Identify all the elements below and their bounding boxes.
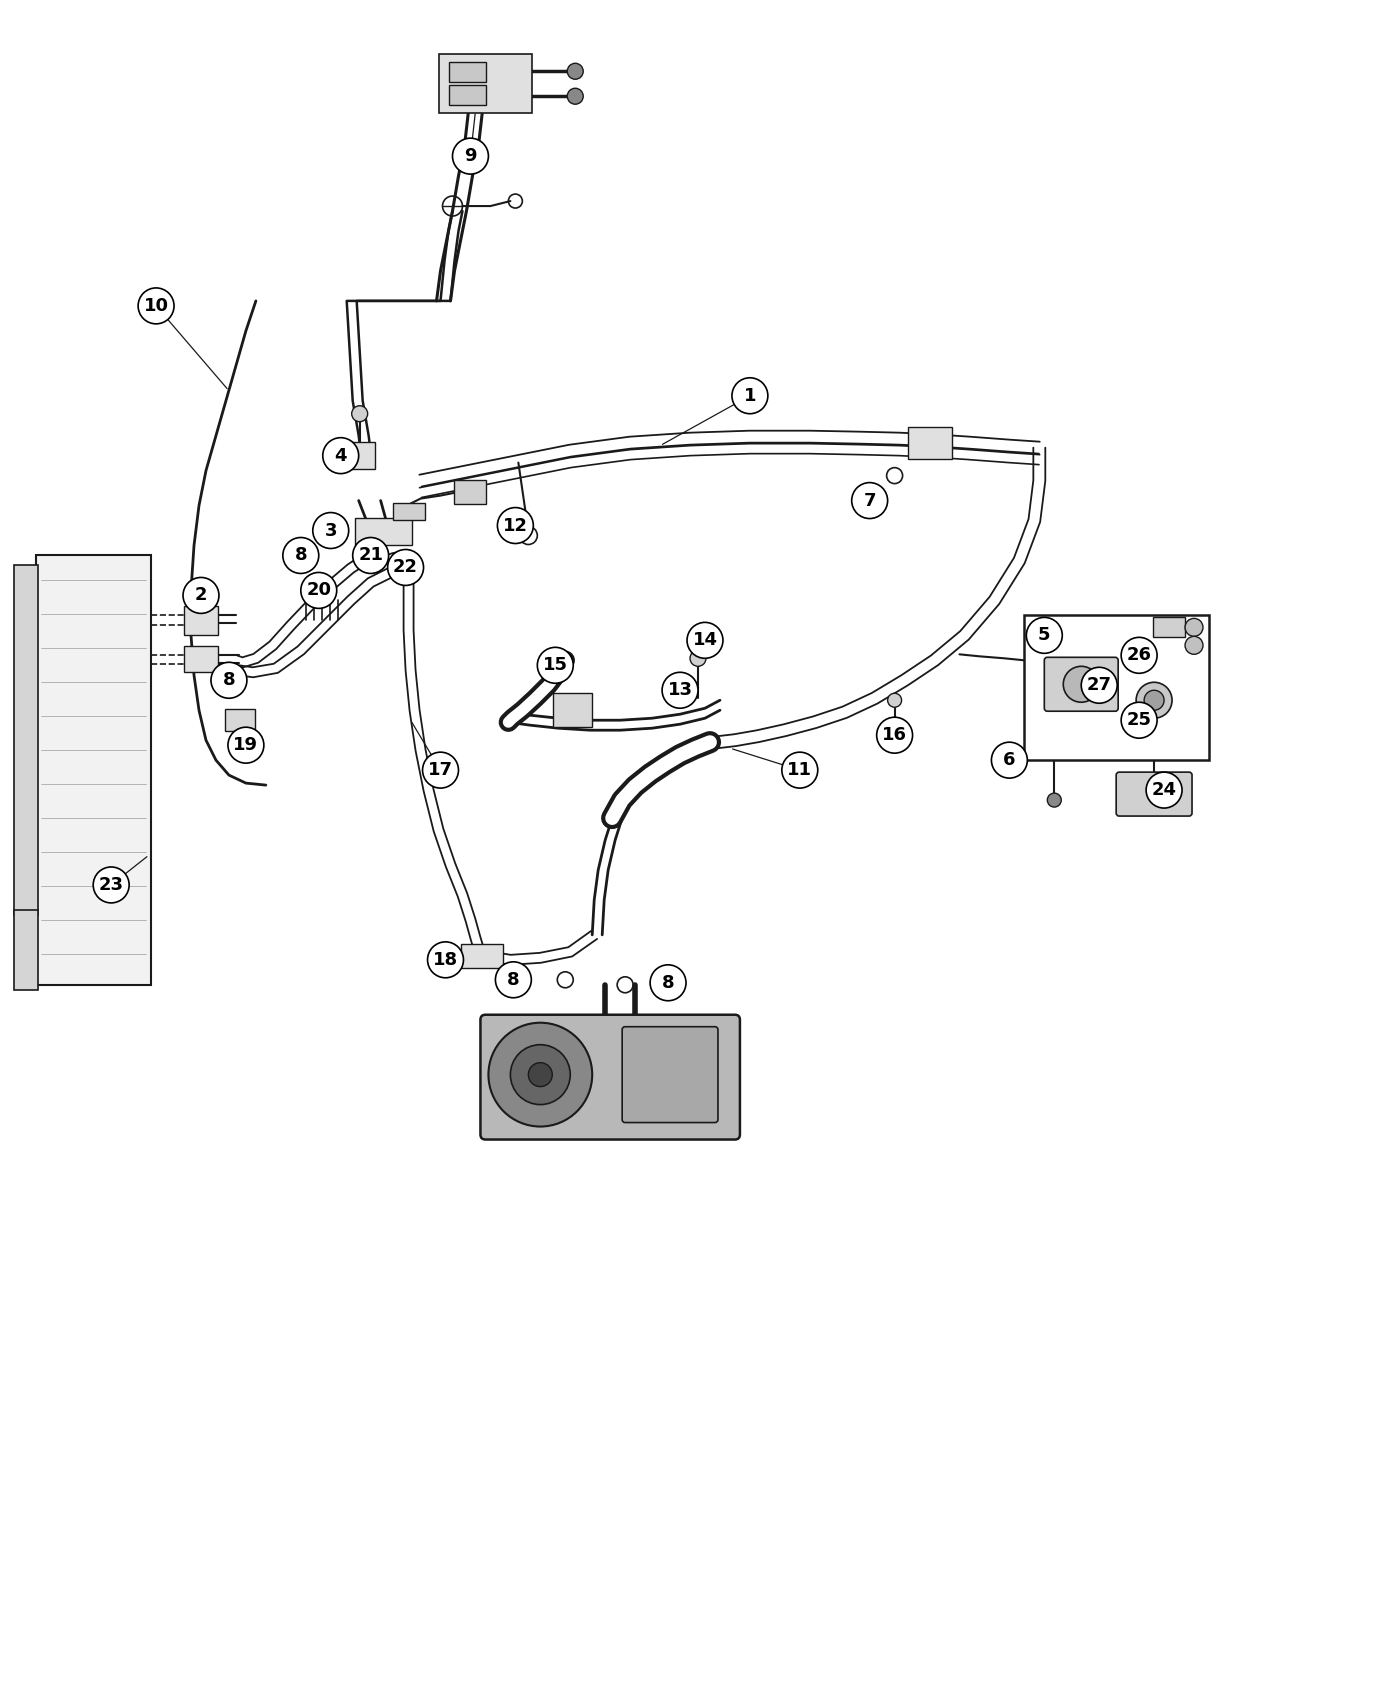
FancyBboxPatch shape bbox=[449, 85, 486, 105]
Circle shape bbox=[423, 751, 458, 789]
Circle shape bbox=[427, 942, 463, 977]
Text: 14: 14 bbox=[693, 631, 717, 649]
Circle shape bbox=[1081, 668, 1117, 704]
Circle shape bbox=[139, 287, 174, 325]
Circle shape bbox=[323, 437, 358, 474]
Text: 2: 2 bbox=[195, 586, 207, 605]
FancyBboxPatch shape bbox=[36, 556, 151, 984]
Circle shape bbox=[567, 88, 584, 104]
Circle shape bbox=[283, 537, 319, 573]
FancyBboxPatch shape bbox=[1044, 658, 1119, 711]
FancyBboxPatch shape bbox=[392, 503, 424, 520]
Circle shape bbox=[301, 573, 337, 609]
Circle shape bbox=[1047, 794, 1061, 808]
Circle shape bbox=[732, 377, 767, 413]
FancyBboxPatch shape bbox=[1025, 615, 1210, 760]
Circle shape bbox=[1121, 702, 1156, 738]
Circle shape bbox=[876, 717, 913, 753]
Circle shape bbox=[489, 1023, 592, 1127]
Circle shape bbox=[1121, 638, 1156, 673]
Text: 12: 12 bbox=[503, 517, 528, 534]
FancyBboxPatch shape bbox=[1116, 772, 1191, 816]
FancyBboxPatch shape bbox=[622, 1027, 718, 1122]
Circle shape bbox=[1137, 682, 1172, 717]
Circle shape bbox=[687, 622, 722, 658]
Text: 1: 1 bbox=[743, 386, 756, 405]
Circle shape bbox=[690, 651, 706, 666]
Circle shape bbox=[1184, 619, 1203, 636]
Circle shape bbox=[1147, 772, 1182, 808]
Text: 19: 19 bbox=[234, 736, 259, 755]
Text: 8: 8 bbox=[507, 971, 519, 989]
Circle shape bbox=[567, 63, 584, 80]
Text: 24: 24 bbox=[1152, 780, 1176, 799]
FancyBboxPatch shape bbox=[1154, 617, 1184, 638]
Text: 8: 8 bbox=[294, 546, 307, 564]
FancyBboxPatch shape bbox=[462, 944, 504, 967]
Circle shape bbox=[528, 1062, 552, 1086]
Circle shape bbox=[211, 663, 246, 699]
Text: 21: 21 bbox=[358, 546, 384, 564]
Circle shape bbox=[1063, 666, 1099, 702]
Circle shape bbox=[228, 728, 263, 763]
Circle shape bbox=[851, 483, 888, 518]
Text: 5: 5 bbox=[1037, 626, 1050, 644]
FancyBboxPatch shape bbox=[553, 694, 592, 728]
Circle shape bbox=[1026, 617, 1063, 653]
Circle shape bbox=[312, 513, 349, 549]
Circle shape bbox=[889, 738, 900, 748]
Circle shape bbox=[650, 966, 686, 1001]
Circle shape bbox=[1144, 690, 1163, 711]
FancyBboxPatch shape bbox=[480, 1015, 741, 1139]
Circle shape bbox=[353, 537, 389, 573]
Circle shape bbox=[497, 508, 533, 544]
Circle shape bbox=[94, 867, 129, 903]
Circle shape bbox=[452, 138, 489, 173]
FancyBboxPatch shape bbox=[14, 566, 38, 915]
FancyBboxPatch shape bbox=[907, 427, 952, 459]
Circle shape bbox=[662, 672, 699, 709]
FancyBboxPatch shape bbox=[354, 517, 412, 544]
Text: 7: 7 bbox=[864, 491, 876, 510]
Circle shape bbox=[1184, 636, 1203, 654]
FancyBboxPatch shape bbox=[455, 479, 486, 503]
FancyBboxPatch shape bbox=[14, 910, 38, 989]
Text: 26: 26 bbox=[1127, 646, 1152, 665]
Circle shape bbox=[388, 549, 424, 585]
Text: 13: 13 bbox=[668, 682, 693, 699]
Text: 17: 17 bbox=[428, 762, 454, 779]
Circle shape bbox=[888, 694, 902, 707]
Text: 8: 8 bbox=[662, 974, 675, 991]
Text: 18: 18 bbox=[433, 950, 458, 969]
FancyBboxPatch shape bbox=[449, 63, 486, 82]
Text: 10: 10 bbox=[144, 298, 168, 314]
Circle shape bbox=[538, 648, 573, 683]
Text: 6: 6 bbox=[1004, 751, 1015, 768]
FancyBboxPatch shape bbox=[438, 54, 532, 114]
Text: 27: 27 bbox=[1086, 677, 1112, 694]
Circle shape bbox=[991, 743, 1028, 779]
Circle shape bbox=[183, 578, 218, 614]
Text: 8: 8 bbox=[223, 672, 235, 688]
Text: 20: 20 bbox=[307, 581, 332, 600]
FancyBboxPatch shape bbox=[183, 607, 218, 636]
Text: 3: 3 bbox=[325, 522, 337, 539]
Text: 23: 23 bbox=[98, 876, 123, 894]
Text: 11: 11 bbox=[787, 762, 812, 779]
Circle shape bbox=[351, 406, 368, 422]
Text: 9: 9 bbox=[465, 148, 477, 165]
Text: 15: 15 bbox=[543, 656, 568, 675]
Text: 4: 4 bbox=[335, 447, 347, 464]
FancyBboxPatch shape bbox=[183, 646, 218, 672]
Circle shape bbox=[781, 751, 818, 789]
FancyBboxPatch shape bbox=[344, 442, 375, 469]
Text: 22: 22 bbox=[393, 559, 419, 576]
FancyBboxPatch shape bbox=[225, 709, 255, 731]
Circle shape bbox=[496, 962, 532, 998]
Text: 25: 25 bbox=[1127, 711, 1152, 729]
Circle shape bbox=[511, 1046, 570, 1105]
Text: 16: 16 bbox=[882, 726, 907, 745]
